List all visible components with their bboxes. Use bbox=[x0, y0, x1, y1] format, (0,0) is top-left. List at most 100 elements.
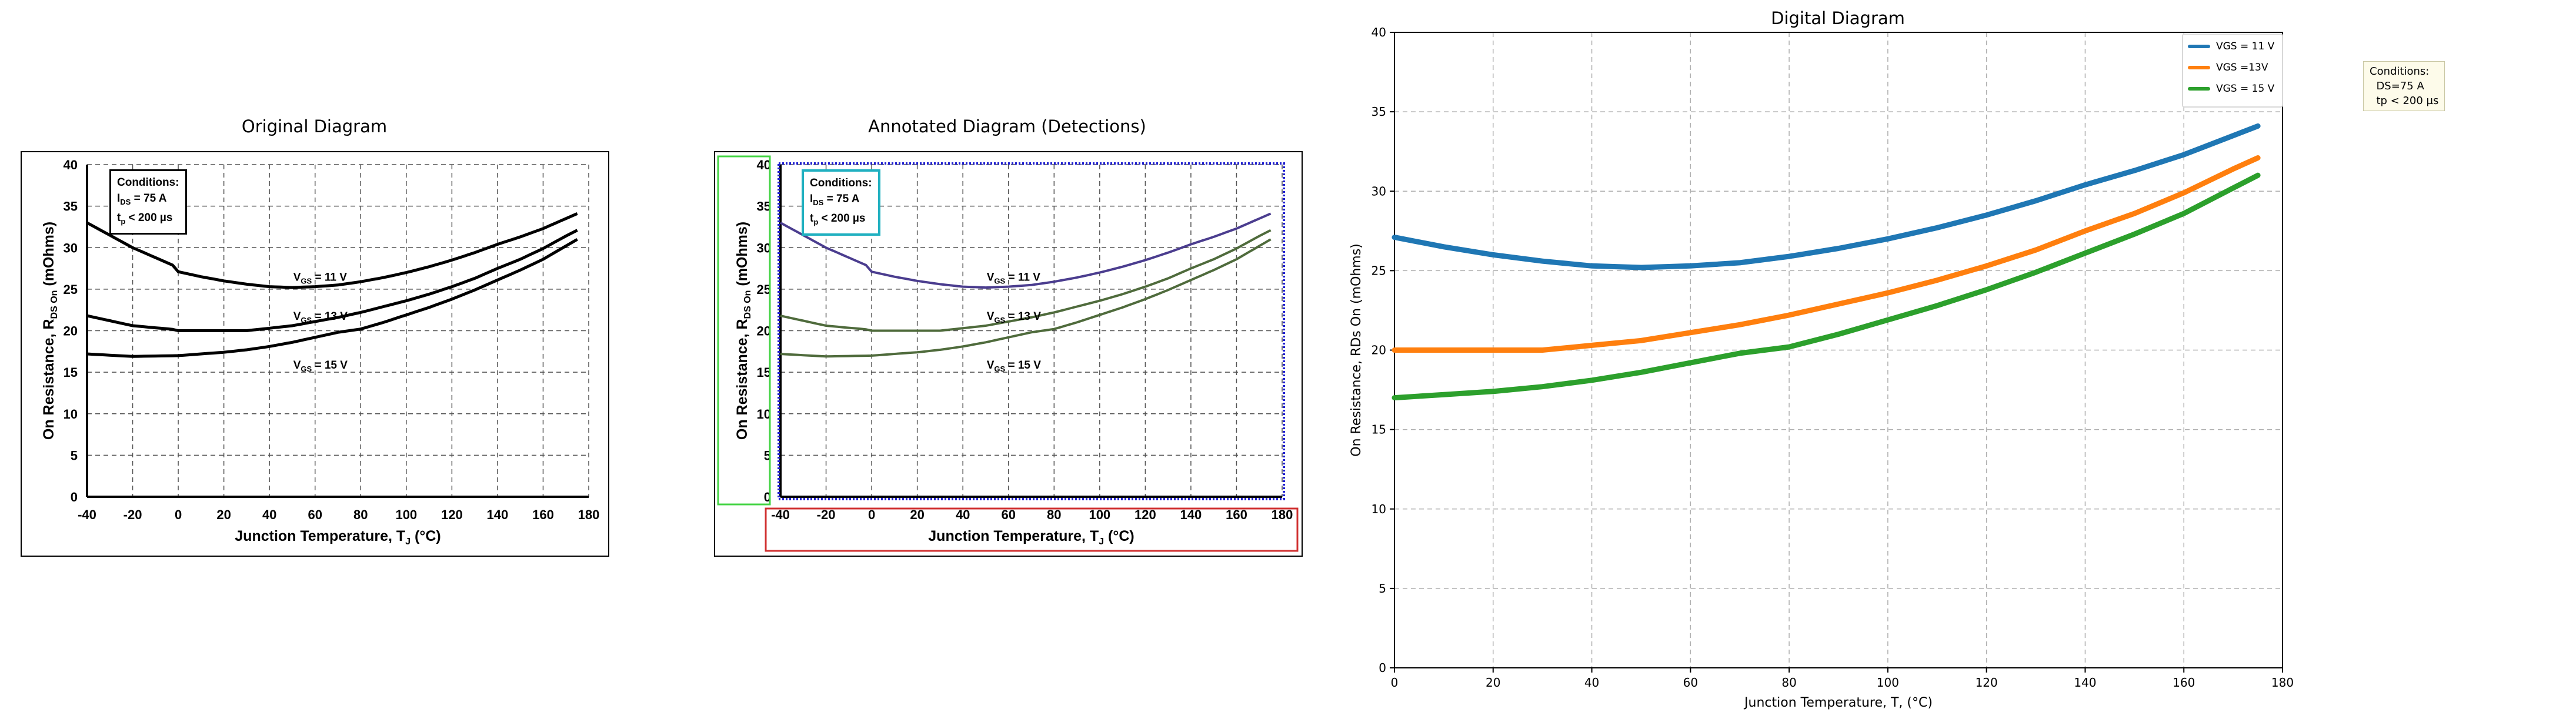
annotated-x-tick-label: 180 bbox=[1272, 507, 1293, 522]
annotated-x-tick-label: -40 bbox=[771, 507, 790, 522]
legend-label-vgs-15: VGS = 15 V bbox=[2216, 83, 2275, 95]
annotated-y-tick-label: 30 bbox=[757, 240, 771, 255]
digital-series-vgs-15 bbox=[1392, 172, 2261, 401]
original-x-tick-label: 40 bbox=[262, 507, 276, 522]
original-x-tick-label: 140 bbox=[487, 507, 509, 522]
annotated-curve-vgs-15 bbox=[780, 238, 1272, 358]
original-y-axis-label: On Resistance, RDS On (mOhms) bbox=[41, 222, 59, 440]
conditions-box-annotated: Conditions: IDS = 75 A tp < 200 µs bbox=[802, 169, 880, 236]
original-diagram-title: Original Diagram bbox=[241, 116, 388, 136]
digital-conditions-note: Conditions: DS=75 A tp < 200 µs bbox=[2363, 61, 2445, 111]
annotated-diagram-title: Annotated Diagram (Detections) bbox=[868, 116, 1146, 136]
original-x-tick-label: 180 bbox=[578, 507, 600, 522]
original-curve-label-vgs-15: VGS = 15 V bbox=[293, 359, 348, 373]
annotated-y-tick-label: 35 bbox=[757, 199, 771, 214]
annotated-curve-label-vgs-13: VGS = 13 V bbox=[987, 310, 1042, 325]
digital-y-axis-label: On Resistance, RDs On (mOhms) bbox=[1349, 243, 1364, 456]
conditions-box-original: Conditions: IDS = 75 A tp < 200 µs bbox=[109, 169, 187, 235]
original-x-tick-label: -20 bbox=[124, 507, 142, 522]
digital-x-tick-label: 40 bbox=[1584, 675, 1599, 690]
digital-y-tick-label: 40 bbox=[1372, 25, 1386, 39]
annotated-x-tick-label: 120 bbox=[1134, 507, 1156, 522]
legend-swatch-vgs-15 bbox=[2188, 87, 2210, 91]
annotated-y-tick-label: 15 bbox=[757, 365, 771, 380]
annotated-curve-label-vgs-15: VGS = 15 V bbox=[987, 359, 1042, 373]
original-y-tick-label: 0 bbox=[71, 490, 78, 504]
annotated-x-tick-label: 160 bbox=[1226, 507, 1247, 522]
digital-x-tick-label: 120 bbox=[1976, 675, 1998, 690]
digital-y-tick-label: 10 bbox=[1372, 502, 1386, 516]
digital-y-tick-label: 30 bbox=[1372, 184, 1386, 198]
digital-y-tick-label: 5 bbox=[1379, 581, 1386, 596]
digital-x-tick-label: 180 bbox=[2271, 675, 2294, 690]
annotated-curve-vgs-13 bbox=[780, 229, 1272, 332]
annotated-x-tick-label: 0 bbox=[868, 507, 875, 522]
legend-swatch-vgs-11 bbox=[2188, 45, 2210, 48]
original-y-tick-label: 20 bbox=[64, 324, 78, 339]
original-x-tick-label: 20 bbox=[216, 507, 231, 522]
original-y-tick-label: 30 bbox=[64, 240, 78, 255]
original-x-tick-label: 80 bbox=[353, 507, 368, 522]
original-curve-label-vgs-13: VGS = 13 V bbox=[293, 310, 348, 325]
original-curve-vgs-11 bbox=[86, 212, 578, 289]
digital-x-tick-label: 140 bbox=[2074, 675, 2096, 690]
original-x-tick-label: 100 bbox=[395, 507, 417, 522]
annotated-y-tick-label: 20 bbox=[757, 324, 771, 339]
digital-diagram-title: Digital Diagram bbox=[1771, 8, 1905, 28]
legend-label-vgs-11: VGS = 11 V bbox=[2216, 41, 2275, 52]
annotated-curve-label-vgs-11: VGS = 11 V bbox=[987, 271, 1041, 285]
digital-series-vgs-13 bbox=[1392, 155, 2261, 353]
original-curve-vgs-13 bbox=[86, 229, 578, 332]
annotated-x-tick-label: 100 bbox=[1089, 507, 1110, 522]
original-curve-label-vgs-11: VGS = 11 V bbox=[293, 271, 348, 285]
digital-x-tick-label: 0 bbox=[1391, 675, 1399, 690]
annotated-x-tick-label: 60 bbox=[1001, 507, 1015, 522]
digital-x-tick-label: 100 bbox=[1877, 675, 1899, 690]
digital-x-axis-label: Junction Temperature, T, (°C) bbox=[1743, 695, 1933, 710]
annotated-x-tick-label: 80 bbox=[1047, 507, 1061, 522]
digital-y-tick-label: 20 bbox=[1372, 343, 1386, 357]
original-x-tick-label: 0 bbox=[175, 507, 182, 522]
legend-entry-vgs-11: VGS = 11 V bbox=[2188, 39, 2274, 53]
original-x-tick-label: -40 bbox=[78, 507, 96, 522]
digital-x-tick-label: 80 bbox=[1781, 675, 1796, 690]
detection-box-y-axis bbox=[717, 155, 771, 506]
annotated-x-tick-label: 20 bbox=[910, 507, 924, 522]
original-y-tick-label: 10 bbox=[64, 407, 78, 422]
legend-label-vgs-13: VGS =13V bbox=[2216, 62, 2268, 73]
original-x-tick-label: 120 bbox=[441, 507, 463, 522]
annotated-y-axis-label: On Resistance, RDS On (mOhms) bbox=[734, 222, 753, 440]
digital-x-tick-label: 20 bbox=[1486, 675, 1500, 690]
legend-swatch-vgs-13 bbox=[2188, 66, 2210, 69]
original-x-tick-label: 60 bbox=[308, 507, 322, 522]
original-y-tick-label: 15 bbox=[64, 365, 78, 380]
digital-y-tick-label: 35 bbox=[1372, 105, 1386, 119]
annotated-y-tick-label: 10 bbox=[757, 407, 771, 422]
digital-x-tick-label: 160 bbox=[2173, 675, 2195, 690]
annotated-x-axis-label: Junction Temperature, TJ (°C) bbox=[928, 528, 1134, 547]
annotated-y-tick-label: 40 bbox=[757, 158, 771, 172]
digital-y-tick-label: 0 bbox=[1379, 661, 1386, 675]
annotated-x-tick-label: 40 bbox=[956, 507, 970, 522]
detection-box-plot-area bbox=[778, 162, 1285, 500]
original-y-tick-label: 25 bbox=[64, 282, 78, 297]
original-y-tick-label: 5 bbox=[71, 448, 78, 463]
annotated-x-tick-label: 140 bbox=[1180, 507, 1202, 522]
original-y-tick-label: 35 bbox=[64, 199, 78, 214]
digital-x-tick-label: 60 bbox=[1683, 675, 1698, 690]
original-x-axis-label: Junction Temperature, TJ (°C) bbox=[235, 528, 441, 547]
original-x-tick-label: 160 bbox=[532, 507, 554, 522]
digital-y-tick-label: 25 bbox=[1372, 263, 1386, 277]
legend-entry-vgs-15: VGS = 15 V bbox=[2188, 82, 2274, 96]
digital-series-vgs-11 bbox=[1392, 123, 2261, 270]
digital-legend: VGS = 11 V VGS =13V VGS = 15 V bbox=[2182, 34, 2283, 108]
detection-box-x-axis bbox=[765, 507, 1299, 552]
annotated-y-tick-label: 25 bbox=[757, 282, 771, 297]
digital-y-tick-label: 15 bbox=[1372, 423, 1386, 437]
annotated-curve-vgs-11 bbox=[780, 212, 1272, 289]
original-curve-vgs-15 bbox=[86, 238, 578, 358]
original-y-tick-label: 40 bbox=[64, 158, 78, 172]
annotated-x-tick-label: -20 bbox=[817, 507, 836, 522]
legend-entry-vgs-13: VGS =13V bbox=[2188, 61, 2268, 75]
